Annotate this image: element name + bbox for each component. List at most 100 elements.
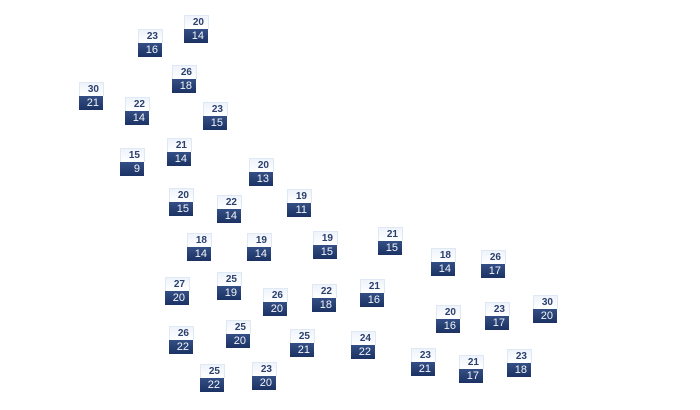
low-temp: 20 bbox=[226, 334, 250, 348]
station-marker[interactable]: 15 9 bbox=[120, 148, 145, 176]
low-temp: 14 bbox=[167, 152, 191, 166]
high-temp: 19 bbox=[247, 233, 272, 247]
low-temp: 14 bbox=[187, 247, 211, 261]
station-marker[interactable]: 26 20 bbox=[263, 288, 288, 316]
high-temp: 21 bbox=[360, 279, 385, 293]
low-temp: 15 bbox=[203, 116, 227, 130]
station-marker[interactable]: 27 20 bbox=[165, 277, 190, 305]
low-temp: 14 bbox=[431, 262, 455, 276]
high-temp: 24 bbox=[351, 331, 376, 345]
high-temp: 20 bbox=[436, 305, 461, 319]
high-temp: 18 bbox=[187, 233, 212, 247]
station-marker[interactable]: 20 15 bbox=[169, 188, 194, 216]
station-marker[interactable]: 25 20 bbox=[226, 320, 251, 348]
high-temp: 21 bbox=[378, 227, 403, 241]
station-marker[interactable]: 23 21 bbox=[411, 348, 436, 376]
station-marker[interactable]: 21 14 bbox=[167, 138, 192, 166]
station-marker[interactable]: 19 11 bbox=[287, 189, 312, 217]
low-temp: 22 bbox=[200, 378, 224, 392]
low-temp: 17 bbox=[459, 369, 483, 383]
high-temp: 23 bbox=[138, 29, 163, 43]
station-marker[interactable]: 20 16 bbox=[436, 305, 461, 333]
high-temp: 22 bbox=[312, 284, 337, 298]
low-temp: 14 bbox=[217, 209, 241, 223]
station-marker[interactable]: 25 22 bbox=[200, 364, 225, 392]
low-temp: 19 bbox=[217, 286, 241, 300]
low-temp: 16 bbox=[360, 293, 384, 307]
high-temp: 26 bbox=[481, 250, 506, 264]
high-temp: 23 bbox=[507, 349, 532, 363]
station-marker[interactable]: 24 22 bbox=[351, 331, 376, 359]
low-temp: 21 bbox=[290, 343, 314, 357]
station-marker[interactable]: 21 16 bbox=[360, 279, 385, 307]
high-temp: 23 bbox=[485, 302, 510, 316]
station-marker[interactable]: 22 14 bbox=[125, 97, 150, 125]
low-temp: 18 bbox=[172, 79, 196, 93]
low-temp: 15 bbox=[378, 241, 402, 255]
high-temp: 21 bbox=[459, 355, 484, 369]
high-temp: 20 bbox=[169, 188, 194, 202]
low-temp: 20 bbox=[252, 376, 276, 390]
low-temp: 13 bbox=[249, 172, 273, 186]
low-temp: 15 bbox=[313, 245, 337, 259]
high-temp: 25 bbox=[200, 364, 225, 378]
low-temp: 11 bbox=[287, 203, 311, 217]
high-temp: 27 bbox=[165, 277, 190, 291]
station-marker[interactable]: 23 15 bbox=[203, 102, 228, 130]
station-marker[interactable]: 30 20 bbox=[533, 295, 558, 323]
high-temp: 26 bbox=[172, 65, 197, 79]
low-temp: 17 bbox=[485, 316, 509, 330]
station-marker[interactable]: 20 13 bbox=[249, 158, 274, 186]
high-temp: 20 bbox=[249, 158, 274, 172]
station-marker[interactable]: 19 15 bbox=[313, 231, 338, 259]
high-temp: 30 bbox=[79, 82, 104, 96]
high-temp: 30 bbox=[533, 295, 558, 309]
low-temp: 22 bbox=[351, 345, 375, 359]
high-temp: 22 bbox=[217, 195, 242, 209]
high-temp: 23 bbox=[411, 348, 436, 362]
high-temp: 21 bbox=[167, 138, 192, 152]
station-marker[interactable]: 26 18 bbox=[172, 65, 197, 93]
low-temp: 9 bbox=[120, 162, 144, 176]
low-temp: 18 bbox=[312, 298, 336, 312]
high-temp: 26 bbox=[263, 288, 288, 302]
high-temp: 22 bbox=[125, 97, 150, 111]
station-marker[interactable]: 25 19 bbox=[217, 272, 242, 300]
station-marker[interactable]: 21 17 bbox=[459, 355, 484, 383]
station-marker[interactable]: 23 20 bbox=[252, 362, 277, 390]
station-marker[interactable]: 18 14 bbox=[187, 233, 212, 261]
low-temp: 18 bbox=[507, 363, 531, 377]
station-marker[interactable]: 21 15 bbox=[378, 227, 403, 255]
low-temp: 15 bbox=[169, 202, 193, 216]
station-marker[interactable]: 19 14 bbox=[247, 233, 272, 261]
station-marker[interactable]: 22 18 bbox=[312, 284, 337, 312]
station-marker[interactable]: 23 17 bbox=[485, 302, 510, 330]
low-temp: 14 bbox=[184, 29, 208, 43]
low-temp: 16 bbox=[436, 319, 460, 333]
high-temp: 25 bbox=[217, 272, 242, 286]
station-marker[interactable]: 23 16 bbox=[138, 29, 163, 57]
high-temp: 25 bbox=[290, 329, 315, 343]
high-temp: 25 bbox=[226, 320, 251, 334]
low-temp: 16 bbox=[138, 43, 162, 57]
station-marker[interactable]: 26 22 bbox=[169, 326, 194, 354]
high-temp: 23 bbox=[203, 102, 228, 116]
station-marker[interactable]: 26 17 bbox=[481, 250, 506, 278]
high-temp: 23 bbox=[252, 362, 277, 376]
low-temp: 22 bbox=[169, 340, 193, 354]
high-temp: 19 bbox=[287, 189, 312, 203]
high-temp: 26 bbox=[169, 326, 194, 340]
station-marker[interactable]: 18 14 bbox=[431, 248, 456, 276]
station-marker[interactable]: 25 21 bbox=[290, 329, 315, 357]
station-marker[interactable]: 20 14 bbox=[184, 15, 209, 43]
low-temp: 14 bbox=[125, 111, 149, 125]
low-temp: 14 bbox=[247, 247, 271, 261]
station-marker[interactable]: 23 18 bbox=[507, 349, 532, 377]
low-temp: 21 bbox=[411, 362, 435, 376]
low-temp: 17 bbox=[481, 264, 505, 278]
station-marker[interactable]: 22 14 bbox=[217, 195, 242, 223]
low-temp: 20 bbox=[263, 302, 287, 316]
station-marker[interactable]: 30 21 bbox=[79, 82, 104, 110]
low-temp: 20 bbox=[165, 291, 189, 305]
high-temp: 19 bbox=[313, 231, 338, 245]
